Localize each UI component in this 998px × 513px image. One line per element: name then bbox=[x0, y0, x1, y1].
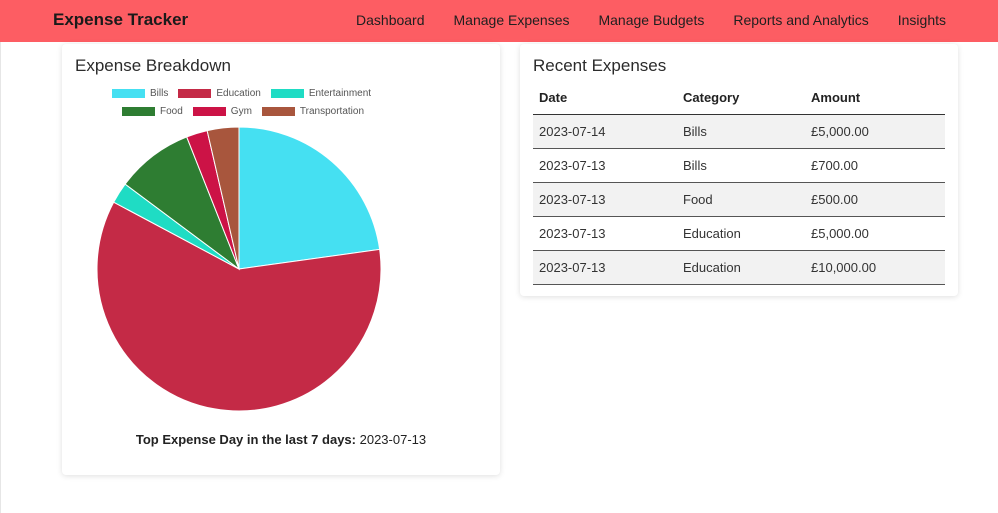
legend-swatch-food bbox=[122, 107, 155, 116]
cell-amount: £10,000.00 bbox=[805, 250, 945, 285]
nav-link-manage-budgets[interactable]: Manage Budgets bbox=[598, 12, 705, 28]
legend-item-food[interactable]: Food bbox=[122, 106, 183, 117]
legend-item-education[interactable]: Education bbox=[178, 88, 261, 99]
expense-breakdown-card: Expense Breakdown Bills Education Entert… bbox=[62, 44, 500, 475]
nav-link-dashboard[interactable]: Dashboard bbox=[356, 12, 425, 28]
legend-label-education: Education bbox=[216, 88, 261, 99]
column-header-amount: Amount bbox=[805, 81, 945, 115]
table-row: 2023-07-13 Education £10,000.00 bbox=[533, 250, 945, 285]
cell-amount: £500.00 bbox=[805, 182, 945, 217]
nav-link-manage-expenses[interactable]: Manage Expenses bbox=[453, 12, 570, 28]
cell-category: Education bbox=[677, 250, 805, 285]
cell-date: 2023-07-14 bbox=[533, 114, 677, 149]
nav-links: Dashboard Manage Expenses Manage Budgets… bbox=[356, 12, 946, 28]
legend-label-bills: Bills bbox=[150, 88, 169, 99]
recent-expenses-title: Recent Expenses bbox=[533, 56, 667, 75]
expense-pie-chart bbox=[96, 126, 382, 412]
cell-date: 2023-07-13 bbox=[533, 182, 677, 217]
legend-label-food: Food bbox=[160, 106, 183, 117]
legend-swatch-gym bbox=[192, 107, 226, 116]
pie-slice-bills[interactable] bbox=[238, 126, 381, 270]
legend-swatch-entertainment bbox=[270, 89, 304, 98]
cell-date: 2023-07-13 bbox=[533, 250, 677, 285]
legend-swatch-transportation bbox=[261, 107, 295, 116]
page-left-border bbox=[0, 42, 1, 513]
recent-expenses-card: Recent Expenses Date Category Amount 202… bbox=[520, 44, 958, 296]
cell-amount: £5,000.00 bbox=[805, 216, 945, 251]
expense-breakdown-title: Expense Breakdown bbox=[75, 56, 231, 75]
cell-amount: £5,000.00 bbox=[805, 114, 945, 149]
recent-expenses-table: Date Category Amount 2023-07-14 Bills £5… bbox=[533, 81, 945, 285]
legend-row-1: Bills Education Entertainment bbox=[112, 88, 371, 99]
table-header-row: Date Category Amount bbox=[533, 81, 945, 115]
top-navbar: Expense Tracker Dashboard Manage Expense… bbox=[0, 0, 998, 42]
legend-row-2: Food Gym Transportation bbox=[122, 106, 364, 117]
legend-label-transportation: Transportation bbox=[299, 106, 365, 117]
legend-swatch-bills bbox=[112, 89, 145, 98]
cell-category: Food bbox=[677, 182, 805, 217]
nav-link-reports-analytics[interactable]: Reports and Analytics bbox=[733, 12, 869, 28]
table-row: 2023-07-14 Bills £5,000.00 bbox=[533, 114, 945, 149]
top-expense-day-label: Top Expense Day in the last 7 days: bbox=[135, 432, 356, 447]
nav-link-insights[interactable]: Insights bbox=[897, 12, 946, 28]
legend-item-bills[interactable]: Bills bbox=[112, 88, 168, 99]
pie-slice-education[interactable] bbox=[96, 201, 382, 412]
cell-category: Bills bbox=[677, 148, 805, 183]
pie-slice-transportation[interactable] bbox=[206, 126, 240, 270]
cell-date: 2023-07-13 bbox=[533, 216, 677, 251]
column-header-category: Category bbox=[677, 81, 805, 115]
cell-category: Education bbox=[677, 216, 805, 251]
column-header-date: Date bbox=[533, 81, 677, 115]
cell-category: Bills bbox=[677, 114, 805, 149]
brand-title[interactable]: Expense Tracker bbox=[53, 10, 189, 29]
legend-item-entertainment[interactable]: Entertainment bbox=[270, 88, 372, 99]
legend-swatch-education bbox=[178, 89, 212, 98]
top-expense-day: Top Expense Day in the last 7 days: 2023… bbox=[62, 432, 500, 447]
top-expense-day-value: 2023-07-13 bbox=[359, 432, 427, 447]
legend-item-gym[interactable]: Gym bbox=[192, 106, 252, 117]
table-row: 2023-07-13 Education £5,000.00 bbox=[533, 216, 945, 251]
table-row: 2023-07-13 Food £500.00 bbox=[533, 182, 945, 217]
legend-label-entertainment: Entertainment bbox=[308, 88, 372, 99]
cell-amount: £700.00 bbox=[805, 148, 945, 183]
cell-date: 2023-07-13 bbox=[533, 148, 677, 183]
legend-item-transportation[interactable]: Transportation bbox=[261, 106, 365, 117]
legend-label-gym: Gym bbox=[230, 106, 252, 117]
table-row: 2023-07-13 Bills £700.00 bbox=[533, 148, 945, 183]
